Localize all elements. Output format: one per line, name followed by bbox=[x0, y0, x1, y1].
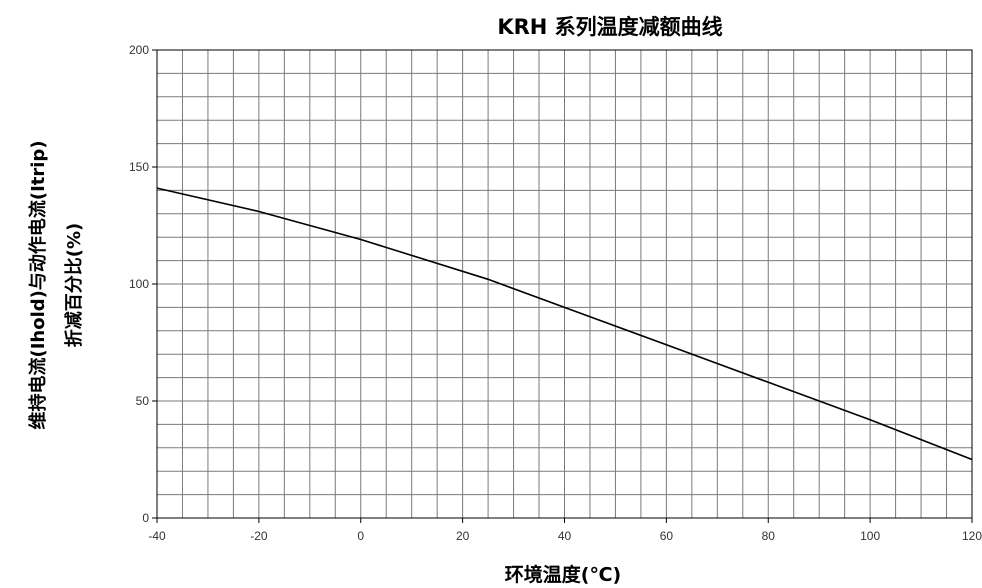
x-tick-label: 100 bbox=[860, 529, 880, 543]
y-tick-label: 150 bbox=[129, 160, 149, 174]
x-axis-label: 环境温度(℃) bbox=[505, 563, 621, 586]
y-axis-label-text2: 折减百分比(%) bbox=[63, 223, 85, 348]
y-tick-label: 200 bbox=[129, 43, 149, 57]
chart-title: KRH 系列温度减额曲线 bbox=[497, 15, 722, 39]
y-tick-label: 50 bbox=[136, 394, 150, 408]
grid bbox=[156, 49, 973, 519]
x-tick-label: 40 bbox=[558, 529, 572, 543]
y-axis-label-text1: 维持电流(Ihold)与动作电流(Itrip) bbox=[27, 140, 49, 429]
x-tick-label: 60 bbox=[660, 529, 674, 543]
axis-ticks: -40 -20 0 20 40 60 80 100 120 0 50 100 150 200 bbox=[129, 43, 982, 543]
x-tick-label: 0 bbox=[357, 529, 364, 543]
x-tick-label: 120 bbox=[962, 529, 982, 543]
x-tick-label: 80 bbox=[762, 529, 776, 543]
x-tick-label: -40 bbox=[148, 529, 166, 543]
y-axis-label-line2: 折减百分比(%) bbox=[63, 223, 85, 348]
x-tick-label: -20 bbox=[250, 529, 268, 543]
y-axis-label-line1: 维持电流(Ihold)与动作电流(Itrip) bbox=[27, 140, 49, 429]
x-tick-label: 20 bbox=[456, 529, 470, 543]
series-line bbox=[156, 187, 973, 461]
y-tick-label: 100 bbox=[129, 277, 149, 291]
y-tick-label: 0 bbox=[142, 511, 149, 525]
